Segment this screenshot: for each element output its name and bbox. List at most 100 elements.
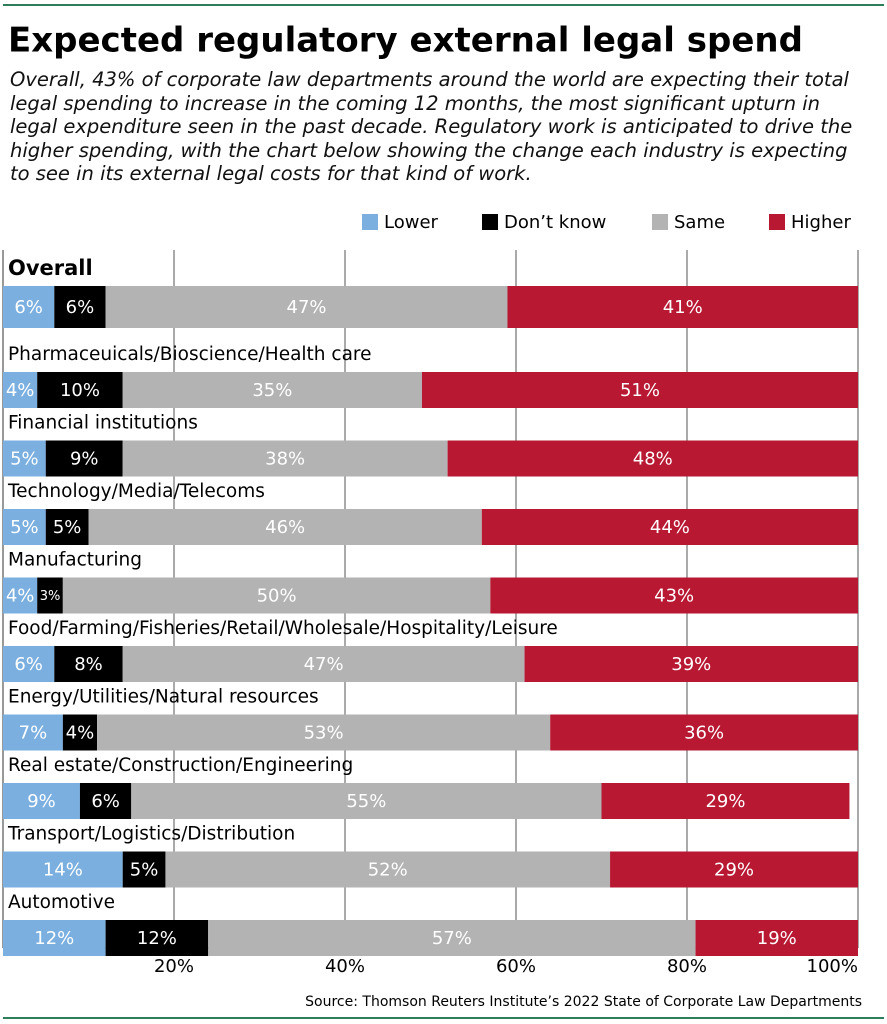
bar-segment <box>37 372 123 408</box>
bar-segment <box>131 783 602 819</box>
chart-title: Expected regulatory external legal spend <box>8 21 803 61</box>
value-label: 48% <box>633 449 673 470</box>
bar-segment <box>165 851 611 888</box>
value-label: 14% <box>43 860 83 881</box>
value-label: 7% <box>19 723 48 744</box>
value-label: 6% <box>66 297 95 318</box>
value-label: 38% <box>265 449 305 470</box>
bar-segment <box>3 646 55 682</box>
bar-segment <box>3 783 80 819</box>
category-label: Pharmaceuicals/Bioscience/Health care <box>8 344 372 365</box>
legend-label: Lower <box>384 212 439 233</box>
category-label: Food/Farming/Fisheries/Retail/Wholesale/… <box>8 618 558 639</box>
value-label: 9% <box>27 791 56 812</box>
value-label: 55% <box>346 791 386 812</box>
bar-segment <box>3 509 46 545</box>
legend-label: Higher <box>791 212 851 233</box>
value-label: 3% <box>40 589 61 604</box>
value-label: 10% <box>60 380 100 401</box>
legend-swatch <box>769 214 785 230</box>
value-label: 12% <box>34 928 74 949</box>
value-label: 8% <box>74 654 103 675</box>
legend-label: Don’t know <box>504 212 606 233</box>
value-label: 47% <box>304 654 344 675</box>
value-label: 5% <box>10 449 39 470</box>
value-label: 47% <box>287 297 327 318</box>
bar-segment <box>208 920 696 956</box>
value-label: 57% <box>432 928 472 949</box>
value-label: 53% <box>304 723 344 744</box>
x-tick-label: 20% <box>154 956 194 977</box>
bar-segment <box>447 440 858 477</box>
bar-segment <box>3 577 38 614</box>
category-label: Technology/Media/Telecoms <box>7 481 265 502</box>
bar-segment <box>3 440 46 477</box>
category-label: Overall <box>8 256 93 280</box>
bar-segment <box>62 714 98 751</box>
value-label: 51% <box>620 380 660 401</box>
category-label: Manufacturing <box>8 550 142 571</box>
value-label: 50% <box>257 586 297 607</box>
x-tick-label: 100% <box>807 956 858 977</box>
bar-segment <box>122 372 422 408</box>
value-label: 19% <box>757 928 797 949</box>
value-label: 5% <box>10 517 39 538</box>
legend-swatch <box>652 214 668 230</box>
bar-segment <box>45 509 89 545</box>
bar-segment <box>421 372 858 408</box>
category-label: Automotive <box>8 892 115 913</box>
value-label: 39% <box>671 654 711 675</box>
bar-segment <box>601 783 850 819</box>
bar-segment <box>88 509 482 545</box>
bar-segment <box>3 286 55 328</box>
value-label: 5% <box>53 517 82 538</box>
x-tick-label: 80% <box>667 956 707 977</box>
value-label: 9% <box>70 449 99 470</box>
bar-segment <box>122 440 448 477</box>
legend-label: Same <box>674 212 725 233</box>
bar-segment <box>45 440 123 477</box>
bar-segment <box>3 851 123 888</box>
bar-segment <box>3 714 63 751</box>
legend-swatch <box>482 214 498 230</box>
x-tick-label: 60% <box>496 956 536 977</box>
bar-segment <box>524 646 858 682</box>
bar-segment <box>62 577 491 614</box>
value-label: 5% <box>130 860 159 881</box>
value-label: 46% <box>265 517 305 538</box>
bar-segment <box>54 286 106 328</box>
bar-segment <box>122 851 166 888</box>
bar-segment <box>97 714 551 751</box>
category-label: Financial institutions <box>8 413 198 434</box>
value-label: 4% <box>6 380 35 401</box>
value-label: 52% <box>368 860 408 881</box>
bar-segment <box>550 714 858 751</box>
bar-segment <box>105 920 209 956</box>
source: Source: Thomson Reuters Institute’s 2022… <box>305 994 862 1010</box>
value-label: 36% <box>684 723 724 744</box>
bar-segment <box>490 577 858 614</box>
value-label: 12% <box>137 928 177 949</box>
value-label: 6% <box>91 791 120 812</box>
value-label: 35% <box>252 380 292 401</box>
bar-segment <box>54 646 123 682</box>
value-label: 29% <box>705 791 745 812</box>
value-label: 29% <box>714 860 754 881</box>
legend-swatch <box>362 214 378 230</box>
value-label: 6% <box>14 297 43 318</box>
category-label: Transport/Logistics/Distribution <box>7 824 295 845</box>
bar-segment <box>3 372 38 408</box>
category-label: Real estate/Construction/Engineering <box>8 755 353 776</box>
x-tick-label: 40% <box>325 956 365 977</box>
subtitle: Overall, 43% of corporate law department… <box>10 68 853 185</box>
bar-segment <box>507 286 858 328</box>
bar-segment <box>79 783 132 819</box>
bar-segment <box>481 509 858 545</box>
value-label: 44% <box>650 517 690 538</box>
bar-segment <box>105 286 508 328</box>
bar-segment <box>3 920 106 956</box>
bar-segment <box>610 851 858 888</box>
category-label: Energy/Utilities/Natural resources <box>8 687 319 708</box>
